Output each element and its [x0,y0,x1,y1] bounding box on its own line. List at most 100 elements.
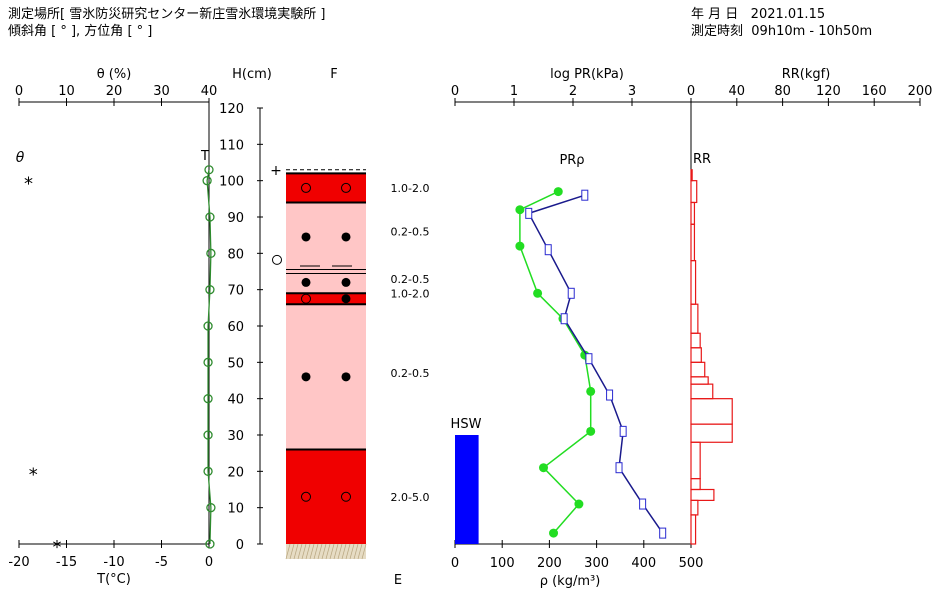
rr-tick-label: 160 [862,84,887,99]
top-tick-label: 40 [201,84,218,99]
density-point [549,528,559,538]
rr-step [690,398,733,425]
temperature-point [203,394,213,404]
theta-label: θ [16,150,25,166]
height-tick-label: 80 [227,247,244,262]
ground-hatch [329,543,335,560]
ground-hatch [345,543,351,560]
height-tick-label: 0 [236,538,244,553]
rr-step [690,514,697,545]
rr-step [690,423,733,443]
density-point [533,288,543,298]
pr-tick-label: 3 [628,84,636,99]
bottom-tick-label: -15 [56,555,77,570]
grain-circle-symbol [301,491,311,502]
date-line: 年 月 日 2021.01.15 [691,7,825,23]
ground-hatch [305,543,311,560]
rr-step [690,201,696,225]
rr-step [690,361,706,378]
density-point [586,386,596,396]
pr-point [659,527,667,539]
grain-size-label: 2.0-5.0 [391,491,430,504]
temperature-point [203,357,213,367]
grain-size-label: 1.0-2.0 [391,287,430,300]
rr-axis-label: RR(kgf) [782,67,831,82]
grain-form-label: F [330,67,337,82]
surface-marker: + [270,163,282,179]
density-tick-label: 500 [679,556,704,571]
density-point [515,241,525,251]
temperature-point [206,503,216,513]
pr-point [567,287,575,299]
rr-label: RR [693,152,711,167]
height-tick-label: 10 [227,502,244,517]
ground-hatch [321,543,327,560]
theta-marker: * [53,537,62,558]
ground-hatch [353,543,359,560]
ground-hatch [293,543,299,560]
density-tick-label: 0 [451,556,459,571]
grain-dot-symbol [341,277,351,287]
pr-point [544,244,552,256]
rr-step [690,169,693,182]
height-tick-label: 50 [227,356,244,371]
rr-step [690,383,714,400]
ground-hatch [289,543,295,560]
bottom-tick-label: -5 [155,555,168,570]
rr-step [690,499,699,516]
ground-block [286,544,366,559]
pr-tick-label: 1 [510,84,518,99]
top-tick-label: 10 [58,84,75,99]
density-tick-label: 200 [537,556,562,571]
pr-point [581,189,589,201]
ground-hatch [301,543,307,560]
pr-density-panel: log PR(kPa) 0 1 2 3 0 100 200 300 400 500 ρ (kg/m³)… [451,67,704,589]
density-point [515,205,525,215]
density-point [586,426,596,436]
ground-hatch [361,543,367,560]
location-value: [ 雪氷防災研究センター新庄雪氷環境実験所 ] [60,7,326,22]
density-point [553,187,563,197]
ram-resistance-panel: RR(kgf) 0 40 80 120 160 200 RR [687,67,932,545]
snow-layer [286,449,366,544]
ground-hatch [313,543,319,560]
temperature-point [206,248,216,258]
bottom-axis-label: T(°C) [96,572,131,587]
temperature-point [203,321,213,331]
grain-size-label: 0.2-0.5 [391,226,430,239]
hsw-label: HSW [451,417,482,432]
snow-layer [286,304,366,450]
rr-step [690,332,701,349]
ground-hatch [285,543,291,560]
grain-dot-symbol [301,232,311,242]
ground-hatch [341,543,347,560]
pr-tick-label: 2 [569,84,577,99]
rr-step [690,303,699,334]
temperature-point [203,430,213,440]
bottom-tick-label: -10 [103,555,124,570]
pr-point [525,207,533,219]
top-tick-label: 30 [153,84,170,99]
date-value: 2021.01.15 [750,7,826,22]
location-line: 測定場所[ 雪氷防災研究センター新庄雪氷環境実験所 ] [8,7,325,23]
grain-circle-symbol [341,182,351,193]
top-axis-label: θ (%) [97,67,132,82]
time-value: 09h10m - 10h50m [751,24,873,39]
pr-tick-label: 0 [451,84,459,99]
pr-rho-label: PRρ [559,153,584,168]
snow-profile-panel: H(cm) F E 0 10 20 30 40 50 60 70 80 90 100 110 120 +1.0-… [219,67,429,588]
height-axis-label: H(cm) [232,67,272,82]
grain-dot-symbol [301,372,311,382]
grain-circle-symbol [341,491,351,502]
grain-size-label: 1.0-2.0 [391,182,430,195]
hardness-label: E [394,573,402,588]
temperature-point [203,466,213,476]
temperature-point [205,539,215,549]
density-point [539,463,548,473]
pr-axis-label: log PR(kPa) [550,67,624,82]
snow-layer [286,173,366,203]
rr-step [690,478,701,491]
grain-dot-symbol [341,294,351,304]
theta-marker: * [24,174,33,195]
